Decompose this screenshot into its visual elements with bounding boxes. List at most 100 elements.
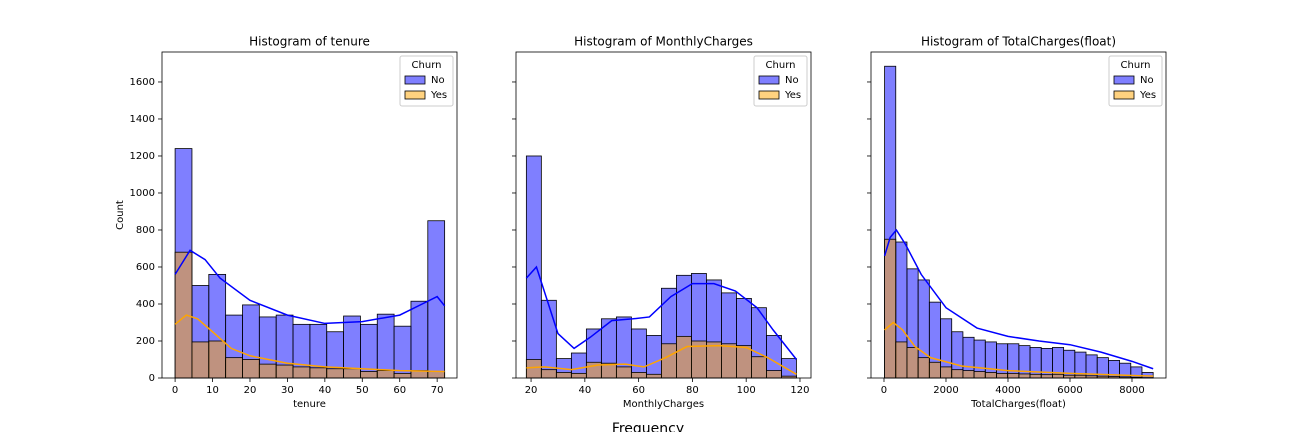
bar <box>208 340 227 379</box>
bar <box>884 238 897 379</box>
axes-title: Histogram of TotalCharges(float) <box>921 35 1116 49</box>
bar <box>326 368 344 379</box>
bar <box>275 364 294 379</box>
bar <box>525 359 542 379</box>
bar <box>1063 374 1076 379</box>
bar <box>1018 373 1031 379</box>
x-tick-label: 60 <box>632 385 645 396</box>
legend-label: No <box>431 75 445 86</box>
axes-title: Histogram of tenure <box>249 35 370 49</box>
bar <box>225 357 243 379</box>
legend-label: No <box>1140 75 1154 86</box>
y-axis-label: Count <box>115 200 126 230</box>
x-tick-label: 10 <box>206 385 219 396</box>
kde-line <box>884 321 1154 377</box>
bar <box>343 368 361 379</box>
x-tick-label: 80 <box>686 385 699 396</box>
bar <box>630 328 647 379</box>
bar <box>1040 374 1053 379</box>
legend-swatch <box>1113 75 1135 85</box>
bar <box>917 357 930 379</box>
bar <box>751 356 767 379</box>
x-tick-label: 0 <box>172 385 178 396</box>
bar <box>895 341 908 379</box>
bar <box>766 370 782 379</box>
legend-title: Churn <box>766 60 796 71</box>
bar <box>615 366 632 379</box>
bar <box>928 361 941 379</box>
bar <box>1074 374 1087 379</box>
kde-line <box>174 314 445 373</box>
y-tick-label: 200 <box>136 336 155 347</box>
bar <box>996 343 1009 379</box>
x-tick-label: 4000 <box>995 385 1020 396</box>
bar <box>706 341 722 379</box>
bar <box>1052 373 1065 379</box>
legend-swatch <box>758 90 780 100</box>
bar <box>984 372 997 379</box>
bar <box>951 369 964 379</box>
x-axis-label: MonthlyCharges <box>623 399 704 410</box>
legend-label: Yes <box>784 90 801 101</box>
bar <box>376 313 395 379</box>
legend-swatch <box>404 90 426 100</box>
bar <box>376 370 395 379</box>
legend-swatch <box>1113 90 1135 100</box>
kde-line <box>525 265 798 360</box>
bar <box>996 372 1009 379</box>
legend-label: Yes <box>430 90 447 101</box>
legend-label: Yes <box>1139 90 1156 101</box>
bar <box>292 366 311 379</box>
axes-frame <box>515 51 812 379</box>
bar <box>1007 343 1020 379</box>
kde-line <box>883 228 1154 370</box>
x-tick-label: 20 <box>244 385 257 396</box>
x-tick-label: 60 <box>393 385 406 396</box>
bar <box>1040 347 1053 379</box>
bar <box>676 335 692 379</box>
bar <box>427 371 446 379</box>
bar <box>570 372 587 379</box>
legend-title: Churn <box>412 60 442 71</box>
y-tick-label: 800 <box>136 225 155 236</box>
y-tick-label: 1600 <box>130 77 155 88</box>
bar <box>258 363 277 379</box>
x-tick-label: 40 <box>578 385 591 396</box>
x-tick-label: 120 <box>790 385 809 396</box>
bar <box>360 371 378 379</box>
legend-title: Churn <box>1121 60 1151 71</box>
bar <box>242 359 260 379</box>
bar <box>309 367 328 379</box>
x-tick-label: 40 <box>318 385 331 396</box>
bar <box>781 358 797 379</box>
x-tick-label: 20 <box>525 385 538 396</box>
x-tick-label: 6000 <box>1057 385 1082 396</box>
bar <box>962 370 975 379</box>
x-axis-label: TotalCharges(float) <box>970 399 1066 410</box>
legend-label: No <box>785 75 799 86</box>
y-tick-label: 1400 <box>130 114 155 125</box>
bar <box>191 341 210 379</box>
figure-title: Frequency <box>612 421 684 432</box>
bar <box>630 372 647 379</box>
bar <box>525 155 542 379</box>
bar <box>940 366 953 379</box>
bar <box>645 335 662 379</box>
bar <box>540 369 557 379</box>
bar <box>1018 345 1031 379</box>
axes-title: Histogram of MonthlyCharges <box>574 35 753 49</box>
x-tick-label: 70 <box>431 385 444 396</box>
bar <box>661 343 677 379</box>
bar <box>1029 347 1042 379</box>
bar <box>721 343 737 379</box>
bar <box>973 371 986 379</box>
bar <box>736 345 752 379</box>
x-tick-label: 8000 <box>1119 385 1144 396</box>
bar <box>1007 372 1020 379</box>
legend-swatch <box>758 75 780 85</box>
bar <box>906 347 919 379</box>
x-tick-label: 0 <box>881 385 887 396</box>
x-tick-label: 100 <box>737 385 756 396</box>
